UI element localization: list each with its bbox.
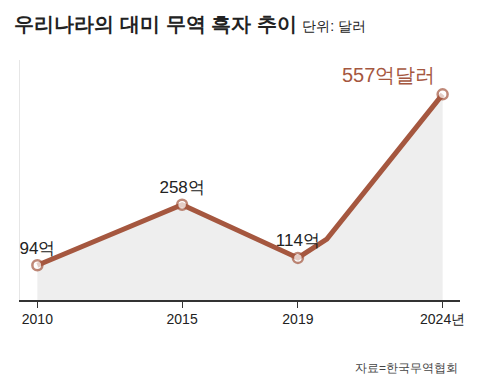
svg-text:258억: 258억 — [159, 178, 204, 197]
svg-text:2019: 2019 — [282, 311, 313, 327]
svg-text:2010: 2010 — [22, 311, 53, 327]
svg-text:2024년: 2024년 — [420, 311, 465, 327]
svg-text:94억: 94억 — [19, 239, 55, 258]
svg-text:557억달러: 557억달러 — [342, 64, 435, 86]
svg-text:우리나라의 대미 무역 흑자 추이 단위: 달러: 우리나라의 대미 무역 흑자 추이 단위: 달러 — [14, 13, 366, 35]
svg-text:114억: 114억 — [276, 231, 320, 250]
svg-text:2015: 2015 — [167, 311, 198, 327]
svg-text:자료=한국무역협회: 자료=한국무역협회 — [355, 361, 458, 375]
